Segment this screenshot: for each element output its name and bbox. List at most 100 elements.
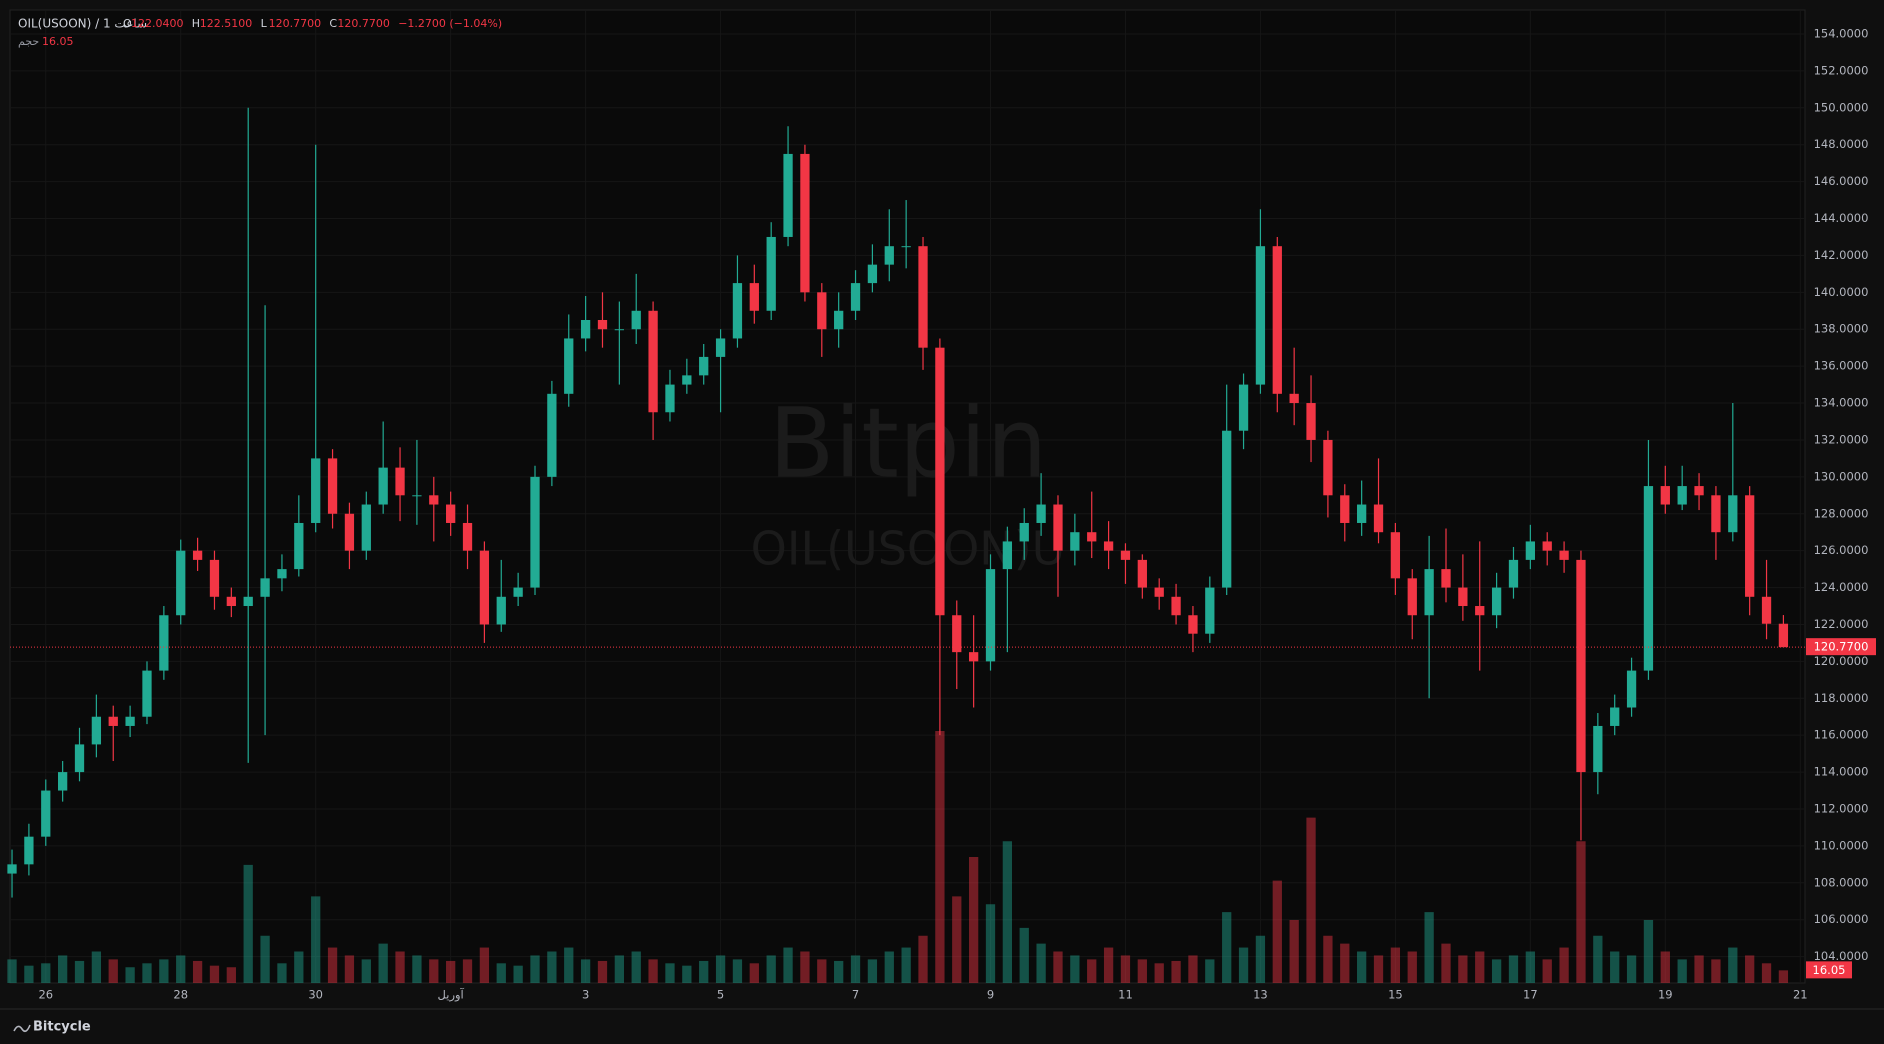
- x-tick-label: آوریل: [438, 988, 465, 1003]
- candle-body: [783, 153, 793, 237]
- candle-body: [1593, 725, 1603, 773]
- volume-bar: [1576, 841, 1586, 983]
- candle-body: [91, 716, 102, 745]
- volume-bar: [1660, 951, 1670, 983]
- candle-body: [935, 347, 945, 616]
- candle-body: [57, 772, 68, 791]
- volume-bar: [1053, 951, 1063, 983]
- candle-body: [1610, 707, 1620, 726]
- candle-body: [7, 864, 17, 874]
- candle-body: [41, 790, 51, 837]
- change: −1.2700 (−1.04%): [398, 17, 502, 30]
- volume-bar: [311, 896, 321, 983]
- volume-bar: [1542, 959, 1552, 983]
- volume-bar: [243, 864, 253, 983]
- candle-body: [1137, 559, 1147, 588]
- x-tick-label: 26: [38, 988, 53, 1002]
- volume-bar: [192, 960, 203, 983]
- candle-body: [1306, 403, 1316, 440]
- ohlc-value: 120.7700: [269, 17, 322, 30]
- volume-bar: [1728, 947, 1738, 983]
- y-tick-label: 126.0000: [1814, 543, 1869, 557]
- y-tick-label: 144.0000: [1814, 211, 1869, 225]
- candle-body: [1120, 550, 1131, 560]
- volume-bar: [564, 947, 574, 983]
- candle-body: [1373, 504, 1384, 533]
- candle-body: [1424, 569, 1434, 616]
- y-tick-label: 138.0000: [1814, 322, 1869, 336]
- volume-bar: [108, 959, 118, 983]
- volume-bar: [749, 963, 759, 983]
- volume-bar: [665, 963, 675, 983]
- candle-body: [1728, 495, 1738, 533]
- y-tick-label: 114.0000: [1814, 765, 1869, 779]
- price-badge: [1806, 638, 1876, 656]
- volume-bar: [277, 963, 287, 983]
- candle-body: [1745, 495, 1755, 597]
- candle-body: [344, 513, 355, 551]
- footer-brand[interactable]: Bitcycle: [33, 1020, 91, 1035]
- y-tick-label: 110.0000: [1814, 838, 1869, 852]
- volume-badge-label: 16.05: [1813, 963, 1846, 977]
- volume-bar: [1070, 955, 1080, 983]
- volume-bar: [1103, 947, 1114, 983]
- volume-bar: [142, 963, 152, 983]
- volume-bar: [176, 955, 186, 983]
- x-tick-label: 19: [1658, 988, 1673, 1002]
- candle-body: [513, 587, 523, 597]
- volume-bar: [614, 955, 624, 983]
- watermark-brand: Bitpin: [769, 387, 1048, 499]
- volume-bar: [395, 951, 405, 983]
- volume-bar: [1323, 935, 1333, 983]
- candle-body: [108, 716, 118, 726]
- volume-bar: [226, 967, 236, 983]
- volume-bar: [1761, 963, 1772, 983]
- price-badge-label: 120.7700: [1814, 640, 1869, 654]
- candle-body: [1188, 615, 1198, 634]
- candle-body: [850, 283, 861, 311]
- volume-bar: [1491, 959, 1502, 983]
- candle-body: [968, 652, 979, 662]
- candle-body: [682, 375, 692, 385]
- volume-bar: [1087, 959, 1097, 983]
- candle-body: [226, 596, 236, 607]
- candle-body: [867, 264, 878, 284]
- volume-bar: [260, 935, 270, 983]
- candle-body: [429, 495, 439, 505]
- volume-bar: [834, 960, 844, 983]
- candle-body: [1002, 541, 1013, 570]
- volume-bar: [496, 963, 506, 983]
- volume-bar: [935, 731, 945, 983]
- candle-body: [1711, 495, 1721, 533]
- watermark-symbol: OIL(USOON)U: [751, 522, 1066, 576]
- volume-bar: [1340, 943, 1350, 983]
- candle-body: [1576, 559, 1586, 773]
- x-tick-label: 7: [852, 988, 859, 1002]
- candle-body: [1626, 670, 1637, 708]
- candle-body: [1390, 532, 1401, 579]
- volume-bar: [1441, 943, 1451, 983]
- footer-logo: [13, 1024, 31, 1033]
- candle-body: [580, 320, 591, 339]
- x-tick-label: 30: [308, 988, 323, 1002]
- ohlc-key: L: [261, 17, 268, 30]
- volume-bar: [209, 965, 220, 983]
- volume-bar: [344, 955, 355, 983]
- candle-body: [732, 283, 743, 339]
- volume-bar: [1019, 927, 1029, 983]
- candle-body: [1036, 504, 1046, 523]
- candle-body: [1222, 430, 1232, 588]
- candle-body: [884, 246, 894, 265]
- volume-bar: [1424, 912, 1434, 983]
- y-tick-label: 154.0000: [1814, 26, 1869, 40]
- x-tick-label: 17: [1523, 988, 1538, 1002]
- candle-body: [1491, 587, 1502, 616]
- ohlc-key: H: [192, 17, 200, 30]
- volume-bar: [361, 959, 371, 983]
- candle-body: [1677, 486, 1687, 505]
- x-tick-label: 15: [1388, 988, 1403, 1002]
- ohlc-key: O: [123, 17, 132, 30]
- volume-bar: [1188, 955, 1198, 983]
- candle-body: [564, 338, 574, 394]
- y-tick-label: 136.0000: [1814, 359, 1869, 373]
